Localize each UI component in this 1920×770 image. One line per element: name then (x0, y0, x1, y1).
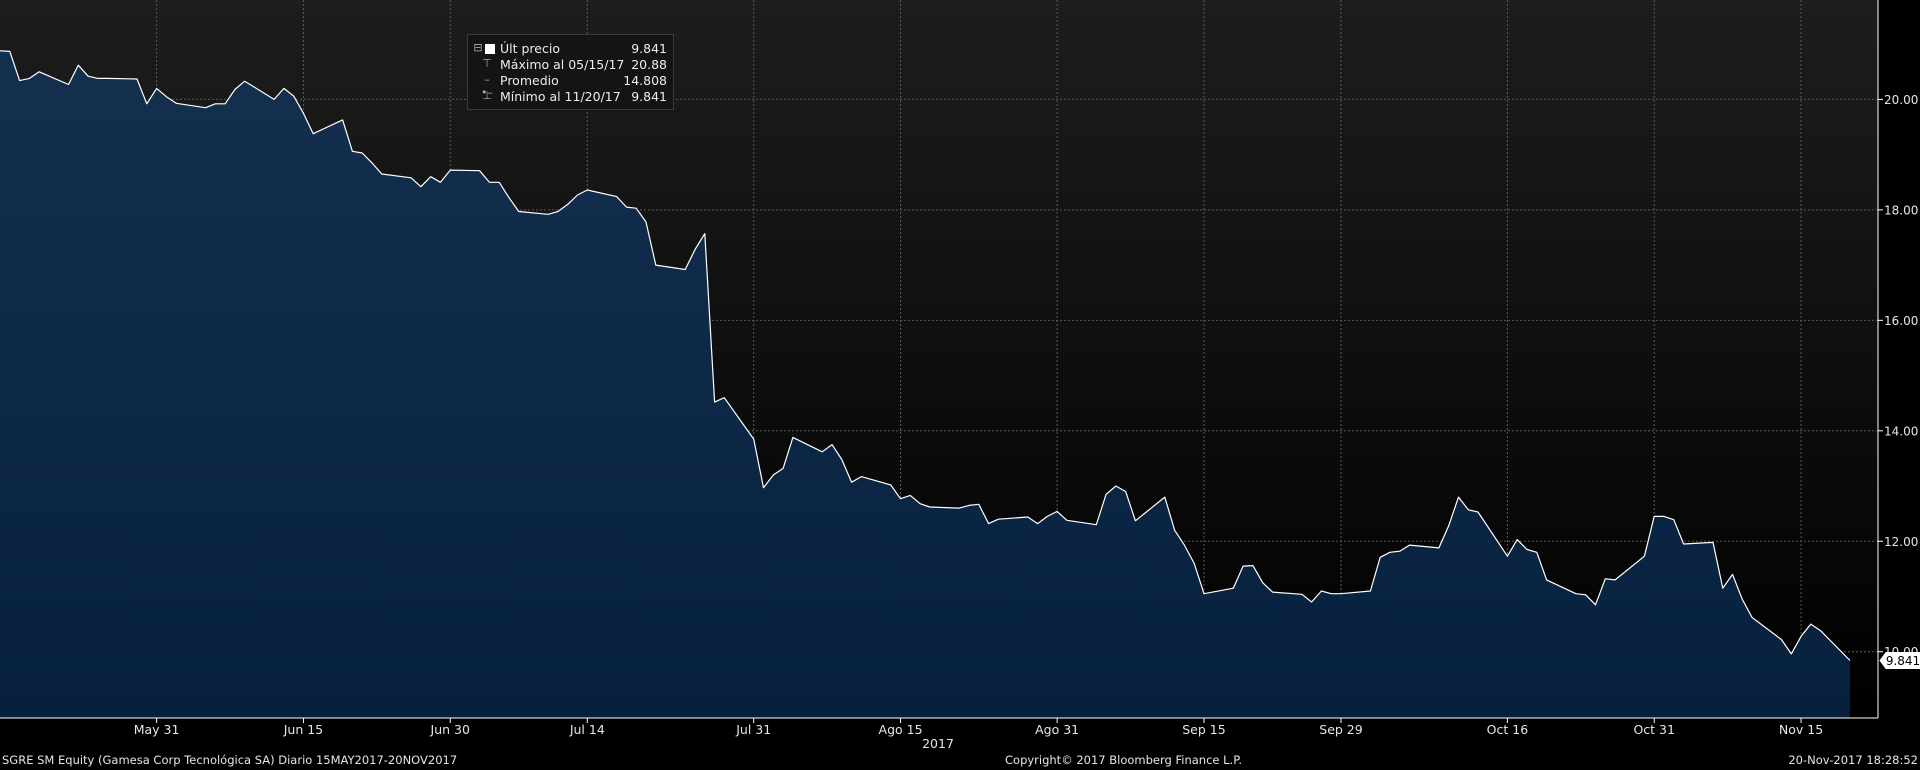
last-value-tag: 9.841 (1879, 652, 1920, 670)
legend-value: 9.841 (631, 41, 667, 56)
last-value-tag-box (1879, 652, 1920, 670)
legend-label: Últ precio (500, 41, 560, 56)
average-line-icon: –•– (481, 73, 493, 99)
x-tick-label: Jun 30 (430, 722, 470, 737)
footer-security-description: SGRE SM Equity (Gamesa Corp Tecnológica … (2, 753, 458, 767)
footer-timestamp: 20-Nov-2017 18:28:52 (1788, 753, 1918, 767)
x-tick-labels: May 31 Jun 15 Jun 30 Jul 14 Jul 31 Ago 15 Ago … (134, 718, 1823, 737)
y-tick-label: 18.00 (1884, 203, 1918, 217)
max-marker-icon: ⊤ (482, 57, 492, 70)
series-price-line (0, 50, 1851, 661)
legend-row-max: ⊤ Máximo al 05/15/17 20.88 (468, 57, 673, 73)
series-area-fill (0, 50, 1850, 719)
last-value-tag-label: 9.841 (1886, 654, 1920, 668)
x-tick-label: Jun 15 (283, 722, 323, 737)
legend-box: ⊟ Últ precio 9.841 ⊤ Máximo al 05/15/17 … (467, 34, 674, 110)
legend-label: Promedio (500, 73, 559, 88)
x-tick-label: Jul 14 (569, 722, 605, 737)
collapse-icon[interactable]: ⊟ (473, 41, 483, 54)
y-tick-label: 16.00 (1884, 314, 1918, 328)
series-swatch-icon (485, 44, 495, 54)
x-tick-label: Sep 15 (1182, 722, 1225, 737)
footer-copyright: Copyright© 2017 Bloomberg Finance L.P. (1005, 753, 1242, 767)
y-tick-label: 14.00 (1884, 424, 1918, 438)
legend-row-last-price: ⊟ Últ precio 9.841 (468, 41, 673, 57)
legend-row-min: ⊥ Mínimo al 11/20/17 9.841 (468, 89, 673, 105)
x-tick-label: Ago 15 (879, 722, 923, 737)
x-tick-label: Jul 31 (735, 722, 771, 737)
x-tick-label: May 31 (134, 722, 180, 737)
x-tick-label: Oct 16 (1487, 722, 1529, 737)
y-tick-label: 20.00 (1884, 93, 1918, 107)
legend-row-average: –•– Promedio 14.808 (468, 73, 673, 99)
x-tick-label: Nov 15 (1779, 722, 1823, 737)
x-tick-label: Sep 29 (1319, 722, 1362, 737)
legend-label: Máximo al 05/15/17 (500, 57, 625, 72)
axes (0, 0, 1879, 719)
x-tick-label: Oct 31 (1633, 722, 1675, 737)
x-tick-label: Ago 31 (1035, 722, 1079, 737)
legend-value: 20.88 (631, 57, 667, 72)
min-marker-icon: ⊥ (482, 89, 492, 102)
series-layer (0, 50, 1851, 719)
legend-label: Mínimo al 11/20/17 (500, 89, 621, 104)
y-tick-label: 12.00 (1884, 535, 1918, 549)
x-axis-year-label: 2017 (922, 736, 954, 751)
legend-value: 14.808 (623, 73, 667, 88)
legend-value: 9.841 (631, 89, 667, 104)
